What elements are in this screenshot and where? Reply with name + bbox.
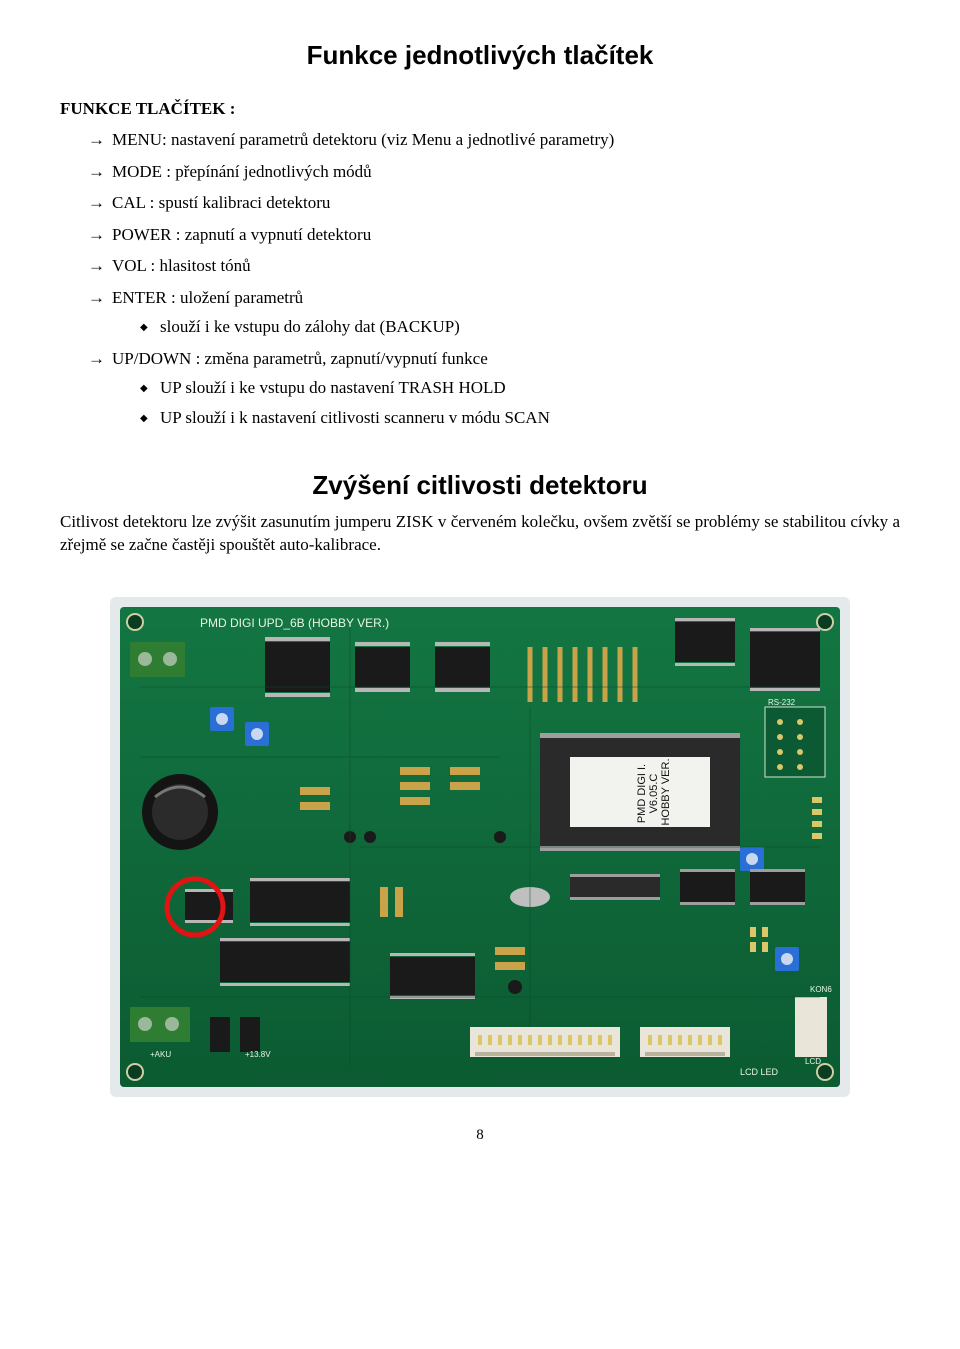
list-item: ENTER : uložení parametrů slouží i ke vs… xyxy=(88,285,900,340)
list-item-text: ENTER : uložení parametrů xyxy=(112,288,303,307)
page-title: Funkce jednotlivých tlačítek xyxy=(60,40,900,71)
sub-item-text: UP slouží i k nastavení citlivosti scann… xyxy=(160,408,550,427)
svg-text:+13.8V: +13.8V xyxy=(245,1050,271,1059)
button-functions-list: MENU: nastavení parametrů detektoru (viz… xyxy=(60,127,900,430)
sub-item-text: UP slouží i ke vstupu do nastavení TRASH… xyxy=(160,378,506,397)
svg-text:PMD DIGI UPD_6B (HOBBY VER.): PMD DIGI UPD_6B (HOBBY VER.) xyxy=(200,616,389,630)
list-item: CAL : spustí kalibraci detektoru xyxy=(88,190,900,216)
list-item: MODE : přepínání jednotlivých módů xyxy=(88,159,900,185)
section-heading: FUNKCE TLAČÍTEK : xyxy=(60,99,900,119)
list-item-text: CAL : spustí kalibraci detektoru xyxy=(112,193,330,212)
page-number: 8 xyxy=(60,1127,900,1144)
pcb-svg: PMD DIGI UPD_6B (HOBBY VER.) xyxy=(100,587,860,1107)
svg-text:+AKU: +AKU xyxy=(150,1050,171,1059)
svg-text:LCD: LCD xyxy=(805,1057,821,1066)
list-item: POWER : zapnutí a vypnutí detektoru xyxy=(88,222,900,248)
list-item-text: VOL : hlasitost tónů xyxy=(112,256,251,275)
list-item: VOL : hlasitost tónů xyxy=(88,253,900,279)
sub-list-item: UP slouží i ke vstupu do nastavení TRASH… xyxy=(140,375,900,401)
sub-list: UP slouží i ke vstupu do nastavení TRASH… xyxy=(112,375,900,430)
list-item-text: MODE : přepínání jednotlivých módů xyxy=(112,162,372,181)
list-item: UP/DOWN : změna parametrů, zapnutí/vypnu… xyxy=(88,346,900,431)
svg-text:KON6: KON6 xyxy=(810,985,832,994)
body-paragraph: Citlivost detektoru lze zvýšit zasunutím… xyxy=(60,511,900,557)
svg-text:LCD LED: LCD LED xyxy=(740,1067,779,1077)
list-item-text: POWER : zapnutí a vypnutí detektoru xyxy=(112,225,371,244)
sub-list-item: slouží i ke vstupu do zálohy dat (BACKUP… xyxy=(140,314,900,340)
sub-list: slouží i ke vstupu do zálohy dat (BACKUP… xyxy=(112,314,900,340)
sub-list-item: UP slouží i k nastavení citlivosti scann… xyxy=(140,405,900,431)
list-item: MENU: nastavení parametrů detektoru (viz… xyxy=(88,127,900,153)
list-item-text: MENU: nastavení parametrů detektoru (viz… xyxy=(112,130,614,149)
subsection-title: Zvýšení citlivosti detektoru xyxy=(60,470,900,501)
sub-item-text: slouží i ke vstupu do zálohy dat (BACKUP… xyxy=(160,317,460,336)
svg-text:RS-232: RS-232 xyxy=(768,698,796,707)
pcb-photo: PMD DIGI UPD_6B (HOBBY VER.) xyxy=(100,587,860,1107)
list-item-text: UP/DOWN : změna parametrů, zapnutí/vypnu… xyxy=(112,349,488,368)
